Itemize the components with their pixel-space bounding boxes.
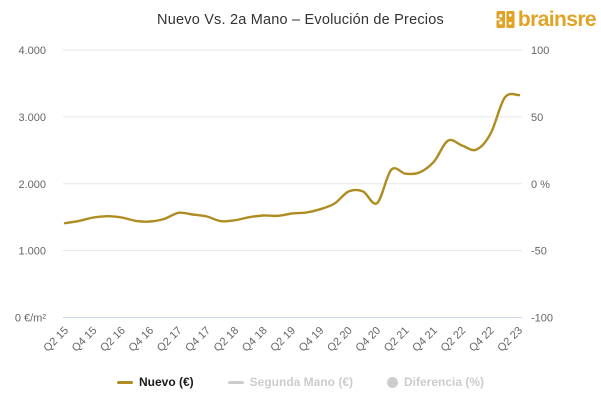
y-axis-label-left: 1.000: [18, 246, 46, 258]
x-axis-label: Q4 20: [354, 325, 384, 355]
y-axis-label-left: 4.000: [18, 45, 46, 57]
segunda-mano-line-marker: [227, 380, 244, 384]
x-axis-label: Q2 19: [268, 325, 298, 355]
x-axis-label: Q4 16: [127, 325, 157, 355]
x-axis-label: Q4 18: [240, 325, 270, 355]
y-axis-label-right: 0 %: [531, 179, 550, 191]
diferencia-circle-marker: [387, 376, 398, 388]
nuevo-series-line: [63, 92, 521, 225]
brainsre-logo[interactable]: brainsre: [496, 8, 597, 31]
legend-label-nuevo: Nuevo (€): [138, 375, 194, 389]
y-axis-label-right: -100: [531, 313, 553, 325]
legend-item-segunda-mano[interactable]: Segunda Mano (€): [227, 375, 353, 389]
x-axis-label: Q2 17: [155, 325, 185, 355]
legend-label-segunda-mano: Segunda Mano (€): [249, 375, 353, 389]
y-axis-label-right: -50: [531, 246, 547, 258]
legend-label-diferencia: Diferencia (%): [404, 375, 485, 389]
y-axis-label-right: 100: [531, 45, 549, 57]
x-axis-label: Q2 23: [495, 325, 525, 355]
chart-legend: Nuevo (€) Segunda Mano (€) Diferencia (%…: [0, 375, 601, 389]
x-axis-label: Q2 21: [382, 325, 412, 355]
x-axis-label: Q4 22: [467, 325, 497, 355]
nuevo-line-marker: [116, 380, 133, 384]
x-axis-label: Q2 22: [439, 325, 469, 355]
x-axis-label: Q4 15: [70, 325, 100, 355]
x-axis-label: Q4 19: [297, 325, 327, 355]
y-axis-label-left: 0 €/m²: [15, 313, 47, 325]
x-axis-label: Q2 16: [98, 325, 128, 355]
x-axis-label: Q2 18: [212, 325, 242, 355]
x-axis-label: Q4 21: [410, 325, 440, 355]
y-axis-label-right: 50: [531, 112, 543, 124]
brainsre-logo-icon: [496, 10, 515, 29]
x-axis-label: Q2 20: [325, 325, 355, 355]
legend-item-nuevo[interactable]: Nuevo (€): [116, 375, 194, 389]
legend-item-diferencia[interactable]: Diferencia (%): [387, 375, 484, 389]
y-axis-label-left: 3.000: [18, 112, 46, 124]
brainsre-logo-text: brainsre: [517, 8, 597, 31]
y-axis-label-left: 2.000: [18, 179, 46, 191]
x-axis-label: Q4 17: [183, 325, 213, 355]
x-axis-label: Q2 15: [41, 325, 71, 355]
chart-title: Nuevo Vs. 2a Mano – Evolución de Precios: [157, 12, 444, 28]
